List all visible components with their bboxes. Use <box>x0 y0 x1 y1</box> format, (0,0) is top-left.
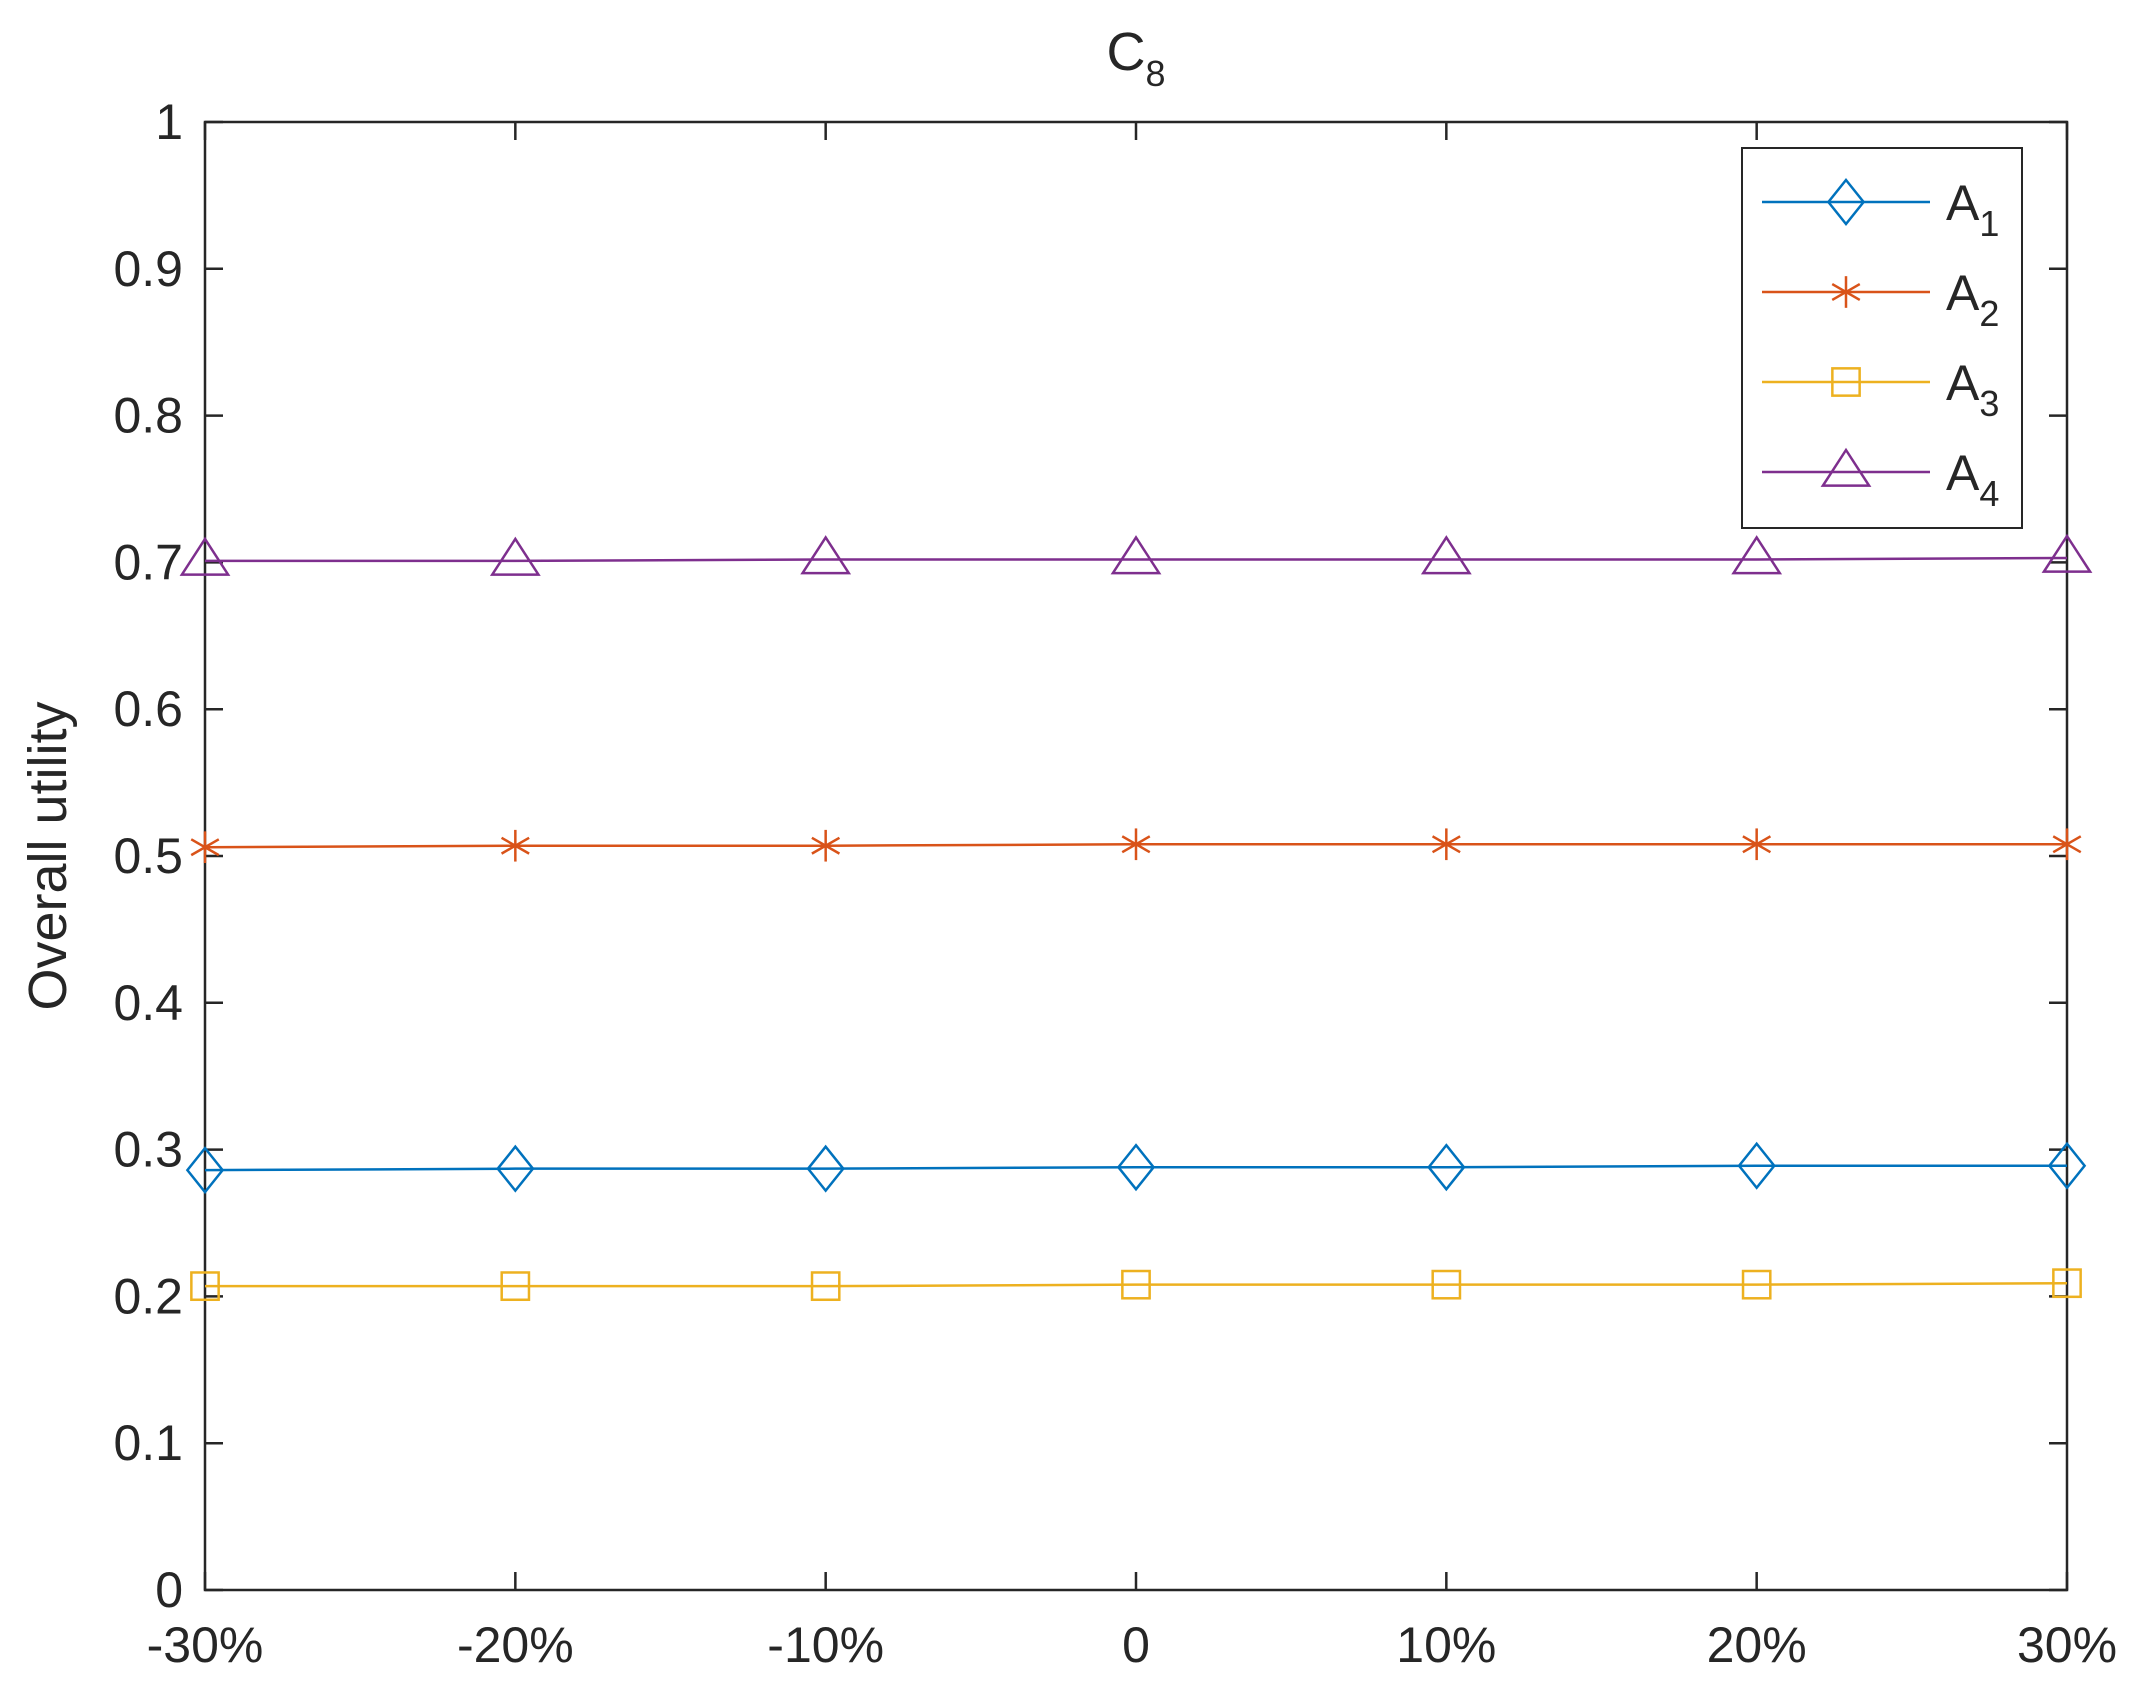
y-tick-label: 0.6 <box>113 681 183 737</box>
legend-item: A1 <box>1762 175 1999 244</box>
diamond-marker <box>1427 1143 1466 1192</box>
diamond-marker <box>806 1144 845 1193</box>
diamond-marker <box>1737 1141 1776 1190</box>
series-line <box>205 556 2068 563</box>
y-tick-label: 0.8 <box>113 388 183 444</box>
y-tick-label: 0.4 <box>113 975 183 1031</box>
x-tick-label: 20% <box>1707 1617 1807 1673</box>
asterisk-marker <box>1431 828 1461 861</box>
diamond-marker <box>496 1144 535 1193</box>
triangle-marker <box>489 536 541 576</box>
square-marker <box>500 1271 531 1302</box>
y-tick-label: 0.1 <box>113 1415 183 1471</box>
triangle-marker <box>1731 535 1783 575</box>
legend-item: A4 <box>1762 445 1999 514</box>
x-tick-label: 30% <box>2017 1617 2117 1673</box>
asterisk-marker <box>2052 828 2082 861</box>
legend: A1 A2 A3 A4 <box>1741 147 2023 529</box>
diamond-marker <box>1826 177 1866 227</box>
asterisk-marker <box>811 829 841 862</box>
diamond-marker <box>185 1146 225 1195</box>
series-a4 <box>179 533 2093 576</box>
legend-label: A2 <box>1946 265 1999 334</box>
y-tick-label: 0.9 <box>113 241 183 297</box>
y-tick-label: 0 <box>155 1562 183 1618</box>
triangle-marker <box>1110 535 1162 575</box>
diamond-marker <box>2047 1141 2087 1190</box>
asterisk-marker <box>1742 828 1772 861</box>
series-a3 <box>190 1268 2082 1302</box>
square-marker <box>1431 1269 1462 1300</box>
legend-item: A2 <box>1762 265 1999 334</box>
series-line <box>204 1164 2067 1172</box>
square-marker <box>1741 1269 1772 1300</box>
triangle-marker <box>800 535 852 575</box>
y-tick-label: 0.3 <box>113 1122 183 1178</box>
series-line <box>205 1281 2068 1288</box>
legend-label: A4 <box>1946 445 1999 514</box>
x-tick-label: 0 <box>1122 1617 1150 1673</box>
diamond-marker <box>1116 1143 1156 1192</box>
square-marker <box>2052 1268 2082 1299</box>
x-tick-label: -10% <box>767 1617 884 1673</box>
asterisk-marker <box>190 831 220 864</box>
legend-label: A1 <box>1946 175 1999 244</box>
legend-box <box>1741 147 2023 529</box>
square-marker <box>190 1271 220 1302</box>
series-a2 <box>190 828 2082 864</box>
x-tick-label: 10% <box>1396 1617 1496 1673</box>
y-tick-label: 0.5 <box>113 828 183 884</box>
legend-item: A3 <box>1762 355 1999 424</box>
triangle-marker <box>1820 447 1872 487</box>
square-marker <box>1121 1269 1151 1300</box>
legend-label: A3 <box>1946 355 1999 424</box>
triangle-marker <box>1420 535 1472 575</box>
chart-title: C8 <box>1106 22 1165 94</box>
square-marker <box>1831 367 1861 397</box>
asterisk-marker <box>500 829 530 862</box>
y-tick-label: 0.2 <box>113 1268 183 1324</box>
square-marker <box>810 1271 841 1302</box>
triangle-marker <box>179 536 231 576</box>
x-tick-label: -30% <box>147 1617 264 1673</box>
x-tick-label: -20% <box>457 1617 574 1673</box>
series-a1 <box>185 1141 2087 1195</box>
asterisk-marker <box>1121 828 1151 861</box>
triangle-marker <box>2041 533 2093 573</box>
y-axis-label: Overall utility <box>18 701 78 1010</box>
y-tick-label: 0.7 <box>113 534 183 590</box>
asterisk-marker <box>1831 276 1861 308</box>
y-tick-label: 1 <box>155 94 183 150</box>
